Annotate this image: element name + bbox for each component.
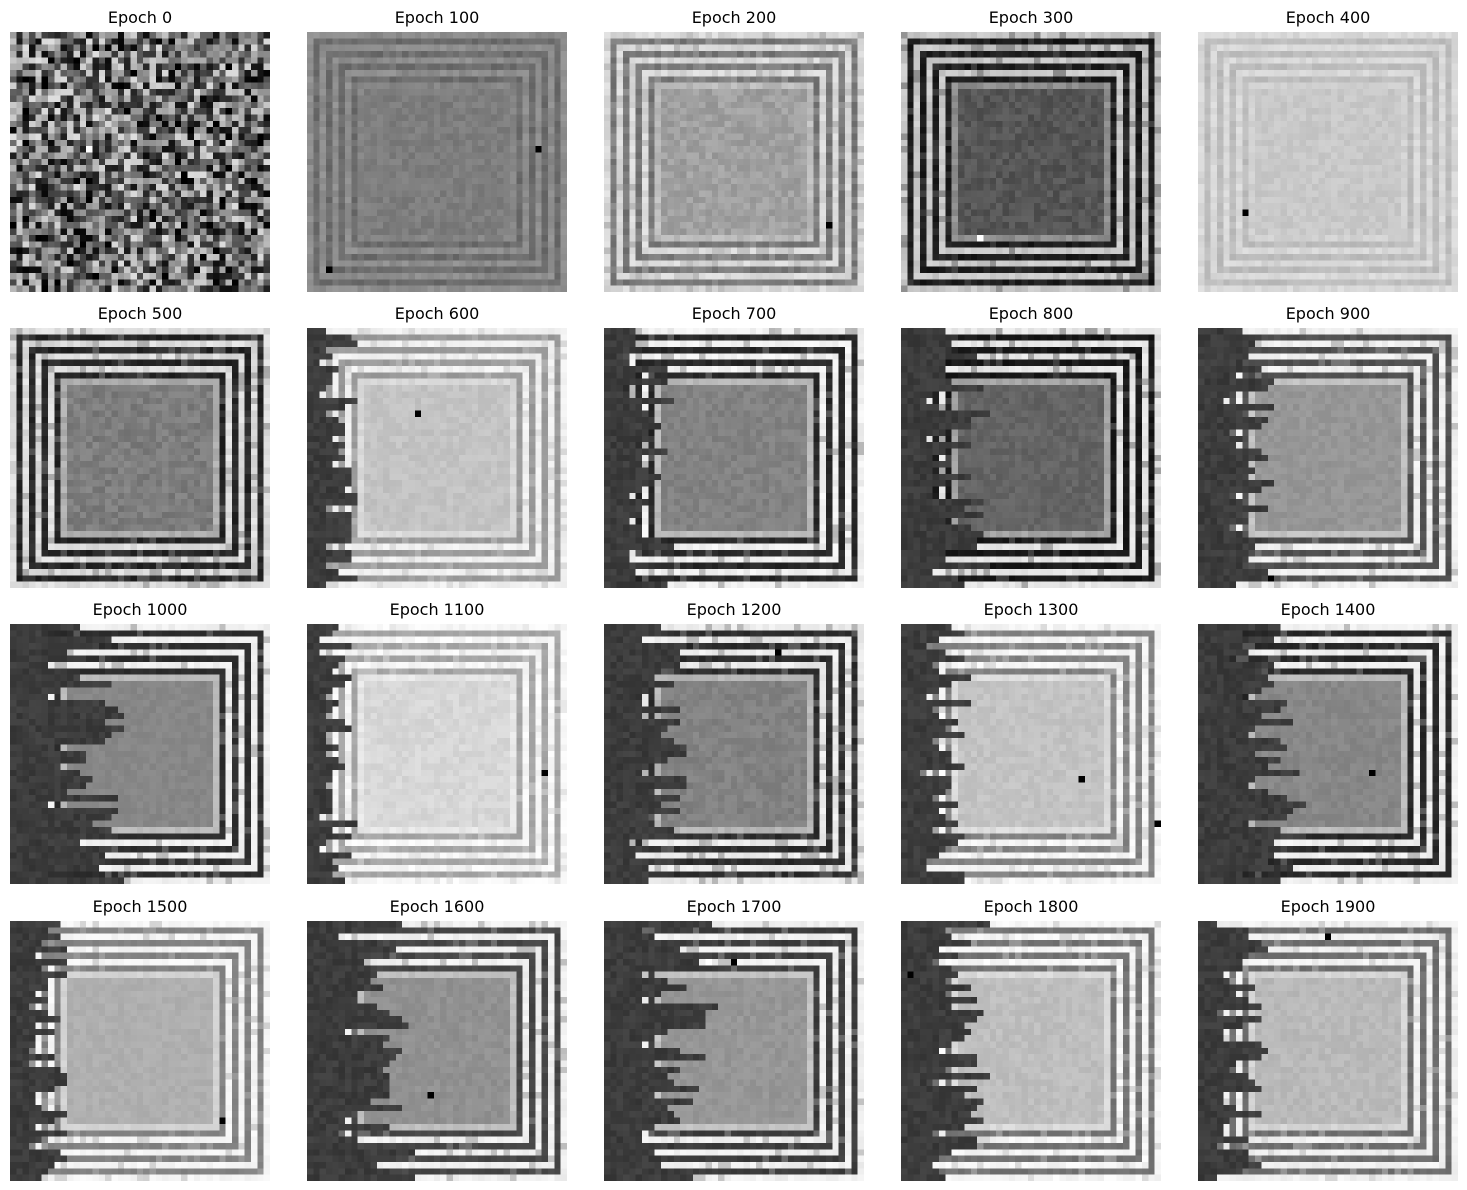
epoch-panel: Epoch 1700 <box>604 895 864 1181</box>
epoch-panel: Epoch 1400 <box>1198 598 1458 884</box>
epoch-generated-image <box>1198 624 1458 884</box>
epoch-generated-image <box>10 624 270 884</box>
epoch-generated-image <box>901 32 1161 292</box>
epoch-panel: Epoch 1000 <box>10 598 270 884</box>
epoch-panel: Epoch 1600 <box>307 895 567 1181</box>
epoch-title: Epoch 1100 <box>389 600 485 619</box>
epoch-generated-image <box>307 32 567 292</box>
epoch-generated-image <box>604 328 864 588</box>
epoch-title: Epoch 200 <box>691 8 777 27</box>
epoch-title: Epoch 1700 <box>686 897 782 916</box>
epoch-generated-image <box>1198 32 1458 292</box>
epoch-generated-image <box>604 921 864 1181</box>
epoch-panel: Epoch 1900 <box>1198 895 1458 1181</box>
epoch-title: Epoch 900 <box>1285 304 1371 323</box>
epoch-title: Epoch 700 <box>691 304 777 323</box>
epoch-title: Epoch 500 <box>97 304 183 323</box>
epoch-generated-image <box>901 328 1161 588</box>
epoch-title: Epoch 1400 <box>1280 600 1376 619</box>
epoch-title: Epoch 600 <box>394 304 480 323</box>
epoch-title: Epoch 1200 <box>686 600 782 619</box>
epoch-panel: Epoch 1200 <box>604 598 864 884</box>
epoch-panel: Epoch 600 <box>307 302 567 588</box>
epoch-panel: Epoch 300 <box>901 6 1161 292</box>
epoch-panel: Epoch 1800 <box>901 895 1161 1181</box>
epoch-title: Epoch 100 <box>394 8 480 27</box>
epoch-generated-image <box>1198 328 1458 588</box>
epoch-title: Epoch 1600 <box>389 897 485 916</box>
epoch-generated-image <box>1198 921 1458 1181</box>
epoch-panel: Epoch 200 <box>604 6 864 292</box>
epoch-title: Epoch 1800 <box>983 897 1079 916</box>
epoch-generated-image <box>604 32 864 292</box>
epoch-panel: Epoch 400 <box>1198 6 1458 292</box>
epoch-panel: Epoch 0 <box>10 6 270 292</box>
epoch-title: Epoch 300 <box>988 8 1074 27</box>
epoch-title: Epoch 0 <box>107 8 173 27</box>
epoch-title: Epoch 1000 <box>92 600 188 619</box>
epoch-panel: Epoch 1300 <box>901 598 1161 884</box>
epoch-generated-image <box>604 624 864 884</box>
epoch-title: Epoch 1500 <box>92 897 188 916</box>
epoch-generated-image <box>10 32 270 292</box>
epoch-title: Epoch 800 <box>988 304 1074 323</box>
epoch-generated-image <box>307 328 567 588</box>
epoch-generated-image <box>901 624 1161 884</box>
epoch-generated-image <box>307 921 567 1181</box>
epoch-panel: Epoch 1500 <box>10 895 270 1181</box>
epoch-generated-image <box>10 921 270 1181</box>
epoch-panel: Epoch 800 <box>901 302 1161 588</box>
epoch-title: Epoch 400 <box>1285 8 1371 27</box>
epoch-generated-image <box>307 624 567 884</box>
epoch-generated-image <box>10 328 270 588</box>
epoch-title: Epoch 1300 <box>983 600 1079 619</box>
epoch-panel: Epoch 100 <box>307 6 567 292</box>
epoch-panel: Epoch 900 <box>1198 302 1458 588</box>
epoch-panel: Epoch 1100 <box>307 598 567 884</box>
epoch-title: Epoch 1900 <box>1280 897 1376 916</box>
epoch-panel: Epoch 700 <box>604 302 864 588</box>
epoch-generated-image <box>901 921 1161 1181</box>
epoch-panel: Epoch 500 <box>10 302 270 588</box>
